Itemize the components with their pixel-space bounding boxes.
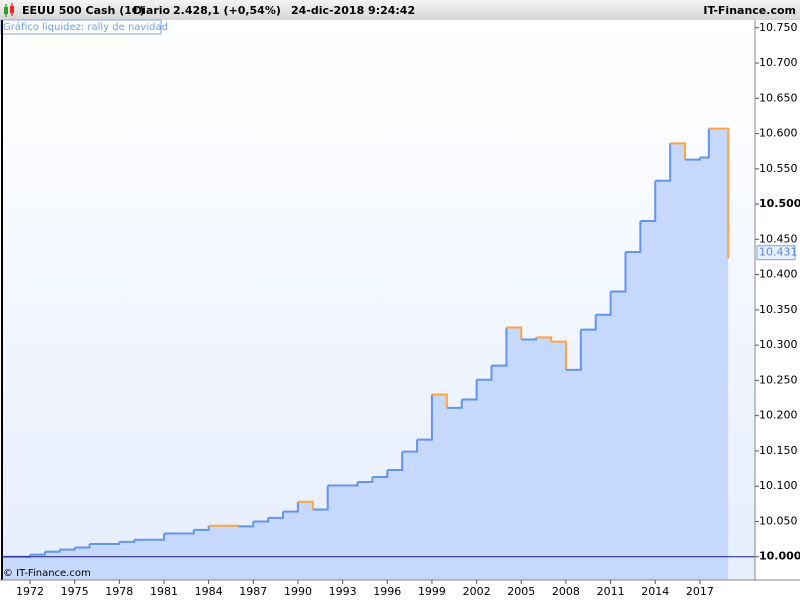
y-tick-label: 10.650	[759, 91, 798, 104]
step-segment	[74, 544, 91, 549]
y-tick-label: 10.700	[759, 56, 798, 69]
step-segment	[119, 539, 136, 543]
step-segment	[670, 142, 687, 160]
step-segment	[610, 252, 627, 293]
step-segment	[431, 393, 448, 408]
step-segment	[327, 481, 359, 487]
step-segment	[208, 524, 240, 527]
step-segment	[238, 521, 255, 528]
step-segment	[149, 533, 165, 541]
y-tick-label: 10.250	[759, 373, 798, 386]
x-tick-label: 1981	[150, 585, 178, 598]
candle-icon	[4, 3, 14, 17]
x-tick-label: 1999	[418, 585, 446, 598]
x-tick-label: 1996	[373, 585, 401, 598]
x-tick-label: 1990	[284, 585, 312, 598]
footer: © IT-Finance.com	[3, 568, 91, 579]
step-segment	[491, 327, 508, 367]
step-segment	[372, 469, 389, 479]
step-segment	[357, 477, 374, 483]
x-tick-label: 1984	[195, 585, 223, 598]
x-tick-label: 2005	[507, 585, 535, 598]
y-tick-label: 10.000	[759, 550, 800, 563]
x-tick-label: 1987	[239, 585, 267, 598]
y-tick-label: 10.450	[759, 232, 798, 245]
y-tick-label: 10.200	[759, 409, 798, 422]
step-segment	[655, 143, 672, 182]
step-segment	[253, 517, 270, 523]
y-tick-label: 10.050	[759, 514, 798, 527]
y-tick-label: 10.750	[759, 21, 798, 34]
y-tick-label: 10.350	[759, 303, 798, 316]
step-segment	[476, 365, 493, 381]
instrument: EEUU 500 Cash (1€)	[22, 4, 145, 17]
step-segment	[283, 501, 299, 513]
step-segment	[536, 336, 553, 342]
y-tick-label: 10.550	[759, 162, 798, 175]
y-tick-label: 10.400	[759, 268, 798, 281]
site: IT-Finance.com	[703, 4, 796, 17]
x-tick-label: 2002	[463, 585, 491, 598]
step-segment	[387, 451, 404, 471]
step-segment	[417, 394, 433, 441]
step-segment	[595, 291, 612, 316]
step-segment	[193, 525, 210, 531]
x-tick-label: 1978	[105, 585, 133, 598]
y-tick-label: 10.600	[759, 127, 798, 140]
x-tick-label: 1993	[329, 585, 357, 598]
step-segment	[625, 221, 642, 254]
subtitle: Gráfico liquidez: rally de navidad	[3, 21, 168, 33]
period: Diario	[133, 4, 171, 17]
y-tick-label: 10.100	[759, 479, 798, 492]
step-segment	[268, 511, 285, 519]
x-tick-label: 2011	[597, 585, 625, 598]
x-tick-label: 2008	[552, 585, 580, 598]
x-tick-label: 1972	[16, 585, 44, 598]
step-segment	[708, 127, 730, 259]
step-segment	[565, 329, 582, 371]
x-tick-label: 1975	[61, 585, 89, 598]
last-value-box	[756, 245, 796, 261]
last-value-label: 10.431	[759, 246, 798, 259]
datetime: 24-dic-2018 9:24:42	[291, 4, 415, 17]
step-segment	[312, 485, 329, 511]
step-segment	[461, 379, 478, 401]
y-tick-label: 10.300	[759, 338, 798, 351]
price: 2.428,1 (+0,54%)	[173, 4, 281, 17]
step-segment	[446, 399, 463, 409]
step-segment	[506, 326, 523, 340]
y-tick-label: 10.150	[759, 444, 798, 457]
step-segment	[297, 500, 314, 510]
y-tick-label: 10.500	[759, 197, 800, 210]
step-segment	[551, 340, 567, 370]
step-segment	[163, 529, 195, 535]
header-bar	[0, 0, 800, 20]
plot	[2, 127, 755, 580]
step-segment	[580, 314, 597, 331]
x-tick-label: 2017	[686, 585, 714, 598]
area	[3, 128, 729, 580]
x-tick-label: 2014	[641, 585, 669, 598]
step-segment	[29, 551, 46, 556]
step-segment	[640, 180, 657, 223]
step-segment	[699, 128, 710, 159]
step-segment	[402, 439, 419, 453]
